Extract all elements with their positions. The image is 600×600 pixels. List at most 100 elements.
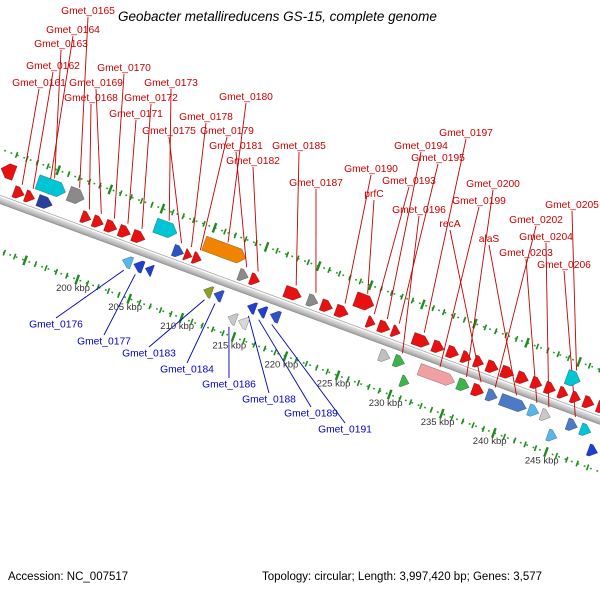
gene-arrow[interactable] — [22, 189, 36, 203]
gene-arrow[interactable] — [514, 370, 529, 385]
gene-label-top[interactable]: Gmet_0193 — [382, 176, 436, 187]
gene-label-bottom[interactable]: Gmet_0189 — [284, 409, 338, 420]
gene-label-bottom[interactable]: Gmet_0183 — [122, 349, 176, 360]
gene-arrow[interactable] — [203, 286, 215, 299]
gene-arrow[interactable] — [352, 291, 375, 311]
gene-label-top[interactable]: Gmet_0168 — [64, 93, 118, 104]
gene-label-top[interactable]: alaS — [479, 234, 500, 245]
gene-arrow[interactable] — [484, 359, 499, 373]
gene-label-top[interactable]: Gmet_0194 — [394, 141, 448, 152]
gene-arrow[interactable] — [469, 382, 485, 397]
gene-label-top[interactable]: Gmet_0199 — [452, 196, 506, 207]
gene-arrow[interactable] — [35, 194, 53, 209]
gene-label-top[interactable]: Gmet_0202 — [509, 215, 563, 226]
gene-arrow[interactable] — [398, 374, 410, 388]
gene-arrow[interactable] — [568, 390, 581, 404]
gene-label-top[interactable]: Gmet_0175 — [142, 126, 196, 137]
gene-arrow[interactable] — [497, 393, 527, 413]
gene-arrow[interactable] — [529, 375, 543, 390]
gene-arrow[interactable] — [455, 377, 470, 391]
gene-arrow[interactable] — [269, 310, 282, 324]
gene-arrow[interactable] — [545, 428, 558, 442]
gene-label-top[interactable]: Gmet_0164 — [46, 25, 100, 36]
gene-arrow[interactable] — [282, 284, 302, 301]
gene-label-top[interactable]: Gmet_0185 — [272, 141, 326, 152]
gene-label-top[interactable]: Gmet_0203 — [499, 248, 553, 259]
gene-label-bottom[interactable]: Gmet_0184 — [160, 365, 214, 376]
gene-label-top[interactable]: Gmet_0171 — [109, 109, 163, 120]
gene-arrow[interactable] — [430, 339, 445, 354]
gene-arrow[interactable] — [333, 303, 349, 318]
gene-arrow[interactable] — [213, 290, 225, 303]
gene-label-top[interactable]: Gmet_0172 — [124, 93, 178, 104]
gene-arrow[interactable] — [170, 243, 185, 258]
gene-label-top[interactable]: Gmet_0179 — [200, 126, 254, 137]
gene-arrow[interactable] — [538, 407, 551, 421]
gene-arrow[interactable] — [594, 399, 600, 414]
gene-arrow[interactable] — [90, 214, 104, 228]
gene-arrow[interactable] — [556, 385, 569, 399]
gene-arrow[interactable] — [564, 417, 578, 431]
gene-arrow[interactable] — [246, 302, 259, 315]
gene-arrow[interactable] — [152, 217, 178, 239]
gene-label-top[interactable]: Gmet_0200 — [466, 179, 520, 190]
gene-label-top[interactable]: recA — [439, 219, 460, 230]
gene-arrow[interactable] — [247, 272, 261, 286]
gene-arrow[interactable] — [410, 332, 430, 348]
gene-arrow[interactable] — [471, 354, 485, 368]
gene-arrow[interactable] — [444, 344, 460, 359]
gene-arrow[interactable] — [201, 235, 247, 264]
gene-arrow[interactable] — [416, 363, 455, 386]
gene-arrow[interactable] — [498, 364, 515, 379]
gene-arrow[interactable] — [144, 264, 155, 277]
gene-arrow[interactable] — [190, 251, 202, 264]
gene-arrow[interactable] — [130, 228, 146, 244]
gene-label-bottom[interactable]: Gmet_0177 — [77, 337, 131, 348]
gene-label-top[interactable]: Gmet_0206 — [537, 260, 591, 271]
gene-arrow[interactable] — [585, 443, 599, 457]
gene-arrow[interactable] — [459, 350, 472, 363]
gene-arrow[interactable] — [237, 317, 251, 331]
gene-label-top[interactable]: Gmet_0181 — [209, 141, 263, 152]
gene-arrow[interactable] — [563, 369, 581, 387]
gene-arrow[interactable] — [389, 324, 401, 337]
gene-arrow[interactable] — [227, 313, 239, 326]
gene-arrow[interactable] — [377, 348, 391, 362]
gene-arrow[interactable] — [11, 185, 25, 199]
gene-label-top[interactable]: Gmet_0204 — [519, 232, 573, 243]
gene-arrow[interactable] — [376, 319, 391, 334]
gene-arrow[interactable] — [79, 210, 92, 224]
gene-label-top[interactable]: Gmet_0173 — [144, 78, 198, 89]
gene-label-top[interactable]: Gmet_0180 — [219, 92, 273, 103]
gene-label-top[interactable]: Gmet_0178 — [179, 112, 233, 123]
gene-arrow[interactable] — [121, 256, 135, 270]
gene-arrow[interactable] — [526, 403, 540, 417]
gene-arrow[interactable] — [484, 388, 498, 402]
gene-label-top[interactable]: prfC — [364, 189, 384, 200]
gene-arrow[interactable] — [542, 380, 556, 395]
gene-label-top[interactable]: Gmet_0163 — [34, 39, 88, 50]
gene-label-top[interactable]: Gmet_0190 — [344, 164, 398, 175]
gene-label-top[interactable]: Gmet_0162 — [26, 61, 80, 72]
gene-label-top[interactable]: Gmet_0165 — [61, 6, 115, 17]
gene-label-bottom[interactable]: Gmet_0191 — [318, 425, 372, 436]
gene-label-top[interactable]: Gmet_0182 — [226, 156, 280, 167]
gene-arrow[interactable] — [103, 218, 118, 233]
gene-label-top[interactable]: Gmet_0170 — [97, 63, 151, 74]
gene-arrow[interactable] — [236, 268, 249, 281]
gene-label-top[interactable]: Gmet_0161 — [12, 78, 66, 89]
gene-arrow[interactable] — [318, 298, 333, 312]
gene-label-top[interactable]: Gmet_0196 — [392, 205, 446, 216]
gene-label-top[interactable]: Gmet_0195 — [411, 153, 465, 164]
gene-arrow[interactable] — [65, 185, 85, 204]
gene-arrow[interactable] — [116, 223, 131, 238]
gene-label-bottom[interactable]: Gmet_0186 — [202, 380, 256, 391]
gene-arrow[interactable] — [133, 260, 146, 274]
gene-arrow[interactable] — [0, 163, 18, 181]
gene-arrow[interactable] — [391, 353, 405, 368]
gene-arrow[interactable] — [581, 394, 595, 409]
gene-label-top[interactable]: Gmet_0169 — [69, 78, 123, 89]
gene-label-bottom[interactable]: Gmet_0176 — [29, 320, 83, 331]
gene-arrow[interactable] — [578, 422, 592, 436]
gene-arrow[interactable] — [257, 306, 269, 319]
